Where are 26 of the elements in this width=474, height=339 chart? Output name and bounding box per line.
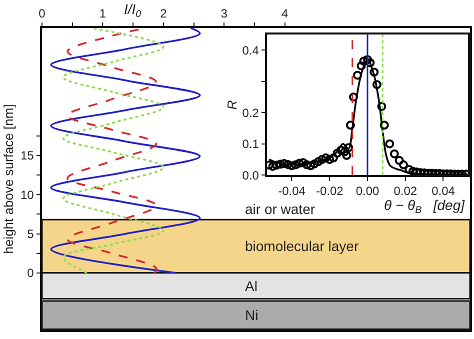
x-tick-label: 0.04 xyxy=(432,184,456,198)
y-tick-label: 0.2 xyxy=(242,106,260,120)
y-tick-label: 5 xyxy=(27,226,34,241)
x-tick-label: -0.02 xyxy=(316,184,344,198)
y-tick-label: 0.4 xyxy=(242,43,260,58)
x-tick-label: -0.04 xyxy=(278,184,306,198)
x-tick-label: 4 xyxy=(281,6,288,20)
y-tick-label: 10 xyxy=(20,188,34,202)
y-tick-label: 0 xyxy=(27,266,34,280)
band-label: Al xyxy=(245,278,258,294)
y-axis-title: R xyxy=(224,100,240,110)
x-tick-label: 3 xyxy=(220,6,228,20)
x-axis-title: I/I$_{0}$ xyxy=(124,1,142,20)
y-tick-label: 0.1 xyxy=(242,137,260,152)
x-tick-label: 1 xyxy=(99,6,106,20)
y-tick-label: 0.0 xyxy=(242,168,260,182)
x-tick-label: 2 xyxy=(160,6,168,20)
x-tick-label: 0 xyxy=(38,6,46,20)
annotation: air or water xyxy=(245,201,316,217)
x-tick-label: 0.00 xyxy=(356,184,380,198)
x-axis-title: θ − θ$_{B}$ [deg] xyxy=(384,197,466,216)
y-axis-title: height above surface [nm] xyxy=(0,104,16,254)
y-tick-label: 15 xyxy=(20,148,34,163)
band-label: Ni xyxy=(245,307,258,323)
x-tick-label: 0.02 xyxy=(394,184,418,198)
band-label: biomolecular layer xyxy=(245,238,359,254)
